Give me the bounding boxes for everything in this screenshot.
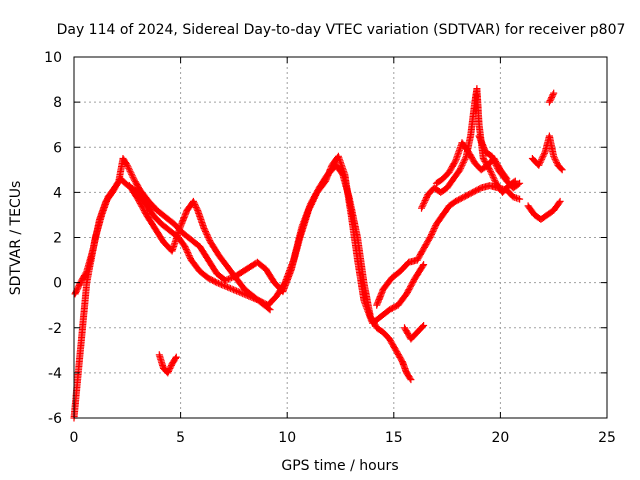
x-tick-label: 20	[491, 430, 509, 446]
series-track-b	[71, 152, 428, 327]
y-tick-label: -6	[48, 411, 62, 427]
chart-title: Day 114 of 2024, Sidereal Day-to-day VTE…	[57, 22, 626, 38]
series-track-k	[155, 351, 180, 377]
x-tick-label: 5	[176, 430, 185, 446]
data-points	[70, 85, 566, 422]
y-tick-label: 10	[44, 50, 62, 66]
data-point-markers	[125, 182, 274, 314]
series-track-e	[418, 85, 519, 212]
data-point-markers	[545, 89, 558, 106]
y-tick-label: 6	[53, 140, 62, 156]
series-track-h	[524, 197, 564, 223]
x-axis-label: GPS time / hours	[281, 458, 398, 474]
y-tick-label: -4	[48, 366, 62, 382]
x-tick-label: 15	[385, 430, 403, 446]
series-track-g	[475, 132, 524, 192]
y-tick-label: 0	[53, 276, 62, 292]
series-track-i	[528, 132, 566, 174]
data-point-markers	[524, 197, 564, 223]
x-tick-label: 0	[70, 430, 79, 446]
x-tick-label: 10	[278, 430, 296, 446]
series-track-l	[401, 322, 428, 343]
data-point-markers	[418, 85, 519, 212]
series-track-c	[125, 182, 274, 314]
data-point-markers	[373, 182, 524, 309]
data-point-markers	[528, 132, 566, 174]
data-point-markers	[475, 132, 524, 192]
series-track-j	[545, 89, 558, 106]
y-tick-label: 8	[53, 95, 62, 111]
data-point-markers	[71, 152, 428, 327]
x-tick-label: 25	[598, 430, 616, 446]
data-point-markers	[401, 322, 428, 343]
y-tick-label: 2	[53, 231, 62, 247]
y-tick-label: 4	[53, 185, 62, 201]
series-track-d	[373, 182, 524, 309]
y-axis-label: SDTVAR / TECUs	[8, 181, 24, 296]
y-tick-label: -2	[48, 321, 62, 337]
data-point-markers	[155, 351, 180, 377]
axis-ticks: 0 5 10 15 20 25 -6 -4 -2 0 2 4 6 8 10	[44, 50, 616, 446]
grid-lines	[74, 57, 607, 418]
